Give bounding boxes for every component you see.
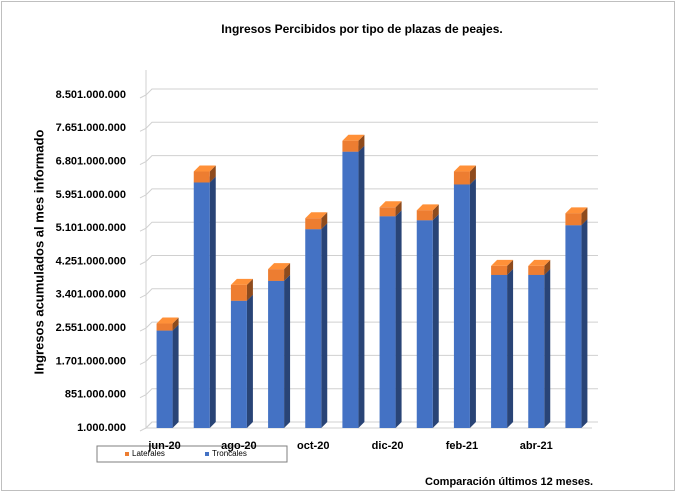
- chart-title: Ingresos Percibidos por tipo de plazas d…: [221, 22, 502, 36]
- bar-top: [342, 134, 365, 141]
- bar-top: [379, 201, 402, 208]
- x-tick-label: oct-20: [297, 440, 329, 452]
- y-tick-label: 851.000.000: [65, 389, 126, 401]
- bar-side: [172, 324, 179, 428]
- bar-side: [358, 145, 365, 428]
- bar: [156, 330, 173, 428]
- bar-side: [284, 263, 291, 281]
- bar-side: [246, 294, 253, 428]
- bar: [528, 274, 545, 428]
- grid-line: [139, 388, 598, 399]
- bar: [342, 151, 359, 428]
- bar-top: [491, 259, 514, 266]
- bar: [230, 300, 247, 428]
- annotation: Comparación últimos 12 meses.: [425, 476, 593, 488]
- bar: [156, 323, 173, 331]
- bar-top: [268, 263, 291, 270]
- bar: [230, 284, 247, 301]
- bar: [305, 229, 322, 428]
- bar: [193, 182, 210, 428]
- bar-side: [469, 165, 476, 185]
- bar-side: [581, 207, 588, 226]
- bar-side: [395, 201, 402, 217]
- bar: [565, 225, 582, 428]
- bar-side: [507, 268, 514, 428]
- bar-side: [284, 274, 291, 428]
- bar: [453, 184, 470, 428]
- bar-side: [507, 259, 514, 275]
- bar: [528, 265, 545, 275]
- x-tick-label: abr-21: [520, 440, 553, 452]
- grid-line: [139, 88, 598, 99]
- y-tick-label: 8.501.000.000: [56, 89, 126, 101]
- bar: [268, 280, 285, 428]
- grid-line: [139, 354, 598, 365]
- bar-top: [305, 212, 328, 219]
- grid-line: [139, 321, 598, 332]
- grid-line: [139, 421, 598, 432]
- bar-side: [209, 176, 216, 428]
- legend-swatch: [125, 452, 129, 456]
- bar-side: [469, 178, 476, 428]
- bar-top: [416, 204, 439, 211]
- bar: [491, 265, 508, 275]
- bar: [491, 274, 508, 428]
- bar-side: [432, 214, 439, 428]
- bar: [416, 210, 433, 221]
- bar: [416, 220, 433, 428]
- bar: [268, 269, 285, 281]
- bar-top: [193, 165, 216, 172]
- bar-top: [453, 165, 476, 172]
- bar-top: [230, 278, 253, 285]
- grid-line: [139, 288, 598, 299]
- y-tick-label: 2.551.000.000: [56, 322, 126, 334]
- y-tick-label: 7.651.000.000: [56, 122, 126, 134]
- bar-side: [358, 134, 365, 152]
- bar-side: [209, 165, 216, 183]
- grid-line: [139, 121, 598, 132]
- bar: [453, 171, 470, 185]
- bar-side: [544, 259, 551, 275]
- grid-line: [139, 155, 598, 166]
- bar: [379, 216, 396, 428]
- grid-line: [139, 188, 598, 199]
- bar-side: [246, 278, 253, 301]
- y-tick-label: 5.951.000.000: [56, 189, 126, 201]
- bar-side: [395, 210, 402, 428]
- y-tick-label: 1.701.000.000: [56, 355, 126, 367]
- y-tick-label: 6.801.000.000: [56, 156, 126, 168]
- y-tick-label: 3.401.000.000: [56, 289, 126, 301]
- x-tick-label: jun-20: [147, 440, 180, 452]
- legend-label: Laterales: [132, 449, 165, 458]
- bar: [193, 171, 210, 183]
- x-tick-label: ago-20: [221, 440, 256, 452]
- bar-side: [544, 268, 551, 428]
- bar-top: [528, 259, 551, 266]
- grid-line: [139, 255, 598, 265]
- bar: [379, 207, 396, 217]
- legend-box: [96, 445, 288, 463]
- bar: [342, 140, 359, 152]
- bar: [565, 213, 582, 226]
- x-tick-label: dic-20: [372, 440, 404, 452]
- grid-line: [139, 221, 598, 232]
- bar-side: [321, 223, 328, 428]
- x-tick-label: feb-21: [446, 440, 478, 452]
- y-tick-label: 1.000.000: [77, 422, 126, 434]
- legend-swatch: [205, 452, 209, 456]
- y-tick-label: 4.251.000.000: [56, 255, 126, 267]
- bar-side: [581, 219, 588, 428]
- bar-top: [156, 317, 179, 324]
- y-axis-label: Ingresos acumulados al mes informado: [31, 129, 46, 374]
- bar-side: [432, 204, 439, 221]
- bar: [305, 218, 322, 230]
- legend-label: Troncales: [212, 449, 247, 458]
- y-tick-label: 5.101.000.000: [56, 222, 126, 234]
- bar-top: [565, 207, 588, 214]
- bar-side: [172, 317, 179, 331]
- bar-side: [321, 212, 328, 230]
